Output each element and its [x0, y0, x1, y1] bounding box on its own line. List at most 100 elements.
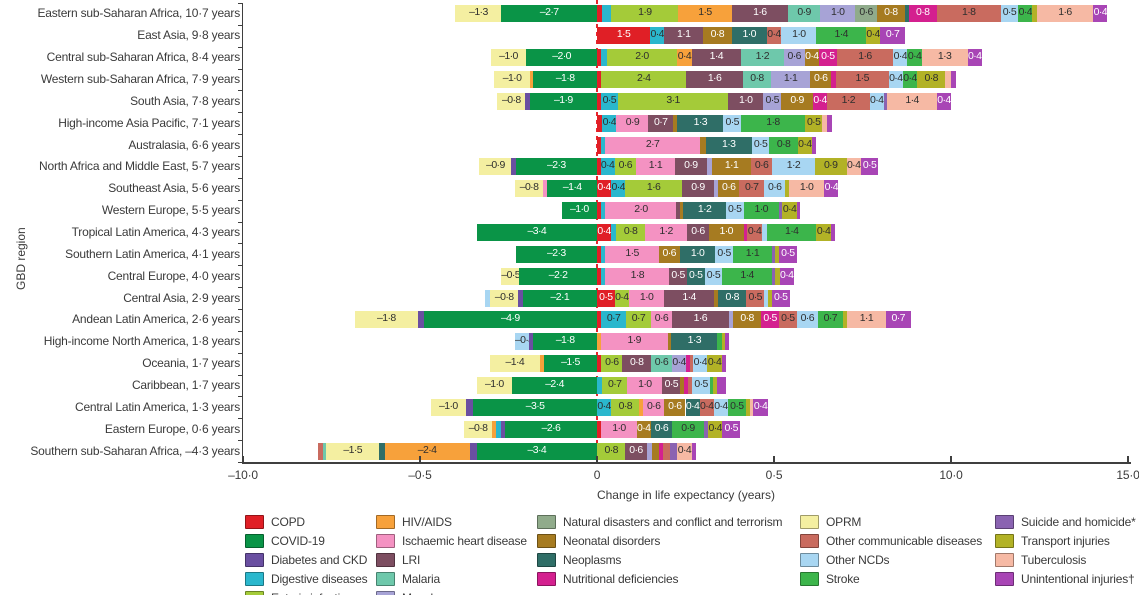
- bar-segment-ihd: 1·0: [627, 377, 663, 394]
- bar-value-label: 0·4: [937, 93, 951, 106]
- bar-value-label: 0·4: [903, 72, 917, 84]
- bar-segment-unintentional: [826, 114, 833, 132]
- bar-segment-transport: 0·9: [814, 158, 847, 176]
- bar-segment-copd: [597, 202, 602, 220]
- bar-segment-copd: 0·4: [597, 224, 612, 241]
- bar-value-label: 0·6: [654, 356, 669, 369]
- bar-segment-digestive: [601, 202, 606, 220]
- bar-value-label: 1·3: [693, 115, 708, 128]
- bar-value-label: 0·4: [597, 181, 611, 194]
- bar-value-label: 0·4: [824, 181, 839, 194]
- bar-segment-ihd: 1·5: [605, 245, 659, 263]
- bar-segment-lri: 0·6: [687, 224, 709, 241]
- bar-segment-diabetes: [469, 442, 477, 460]
- bar-segment-copd: [597, 49, 602, 67]
- bar-segment-lri: 1·6: [731, 5, 789, 23]
- bar-segment-nutritional: [686, 355, 690, 373]
- bar-segment-neonatal: 0·8: [876, 5, 905, 23]
- legend-label: Neoplasms: [563, 552, 622, 567]
- bar-value-label: 0·4: [782, 203, 797, 216]
- bar-value-label: –2·3: [546, 246, 566, 259]
- bar-value-label: 0·4: [747, 225, 762, 237]
- bar-segment-lri: 0·8: [622, 355, 651, 373]
- bar-segment-enteric: 0·7: [626, 311, 651, 329]
- bar-segment-neoplasms: 1·3: [671, 333, 718, 351]
- bar-segment-enteric: 0·8: [616, 224, 645, 241]
- bar-value-label: 0·5: [725, 115, 740, 128]
- bar-segment-enteric: 0·6: [601, 355, 623, 373]
- bar-segment-stroke: 0·4: [1018, 5, 1033, 23]
- bar-value-label: 1·2: [841, 93, 856, 106]
- bar-segment-stroke: 0·9: [672, 420, 704, 438]
- y-axis-tick: [237, 3, 242, 4]
- bar-segment-transport: [842, 311, 847, 329]
- bar-segment-covid: –3·5: [473, 398, 597, 416]
- bar-segment-stroke: 0·5: [727, 398, 746, 416]
- bar-segment-ihd: 1·2: [644, 224, 688, 241]
- bar-value-label: 1·2: [786, 159, 801, 172]
- bar-value-label: 0·8: [740, 312, 754, 325]
- y-axis-tick: [237, 287, 242, 289]
- bar-value-label: 1·8: [630, 268, 645, 281]
- bar-segment-unintentional: 0·4: [967, 49, 982, 67]
- bar-value-label: 0·6: [691, 225, 705, 237]
- legend-label: Measles: [402, 591, 445, 595]
- region-label: Caribbean, 1·7 years: [131, 378, 240, 392]
- x-tick-label: 15·0: [1116, 468, 1139, 482]
- y-axis-tick: [237, 418, 242, 420]
- bar-segment-suicide: [883, 92, 888, 110]
- legend-label: Other NCDs: [826, 552, 890, 567]
- bar-segment-digestive: [496, 420, 501, 438]
- legend-item-othercomm: Other communicable diseases: [800, 531, 982, 550]
- bar-value-label: 0·4: [637, 421, 651, 434]
- bar-value-label: 0·7: [607, 378, 622, 390]
- bar-value-label: –0·8: [468, 421, 488, 434]
- legend-swatch-copd: [245, 514, 264, 529]
- bar-value-label: 0·5: [763, 312, 777, 325]
- legend-item-neonatal: Neonatal disorders: [537, 531, 782, 550]
- bar-value-label: 1·2: [659, 225, 673, 237]
- bar-segment-lri: 0·7: [648, 114, 674, 132]
- y-axis-tick: [237, 309, 242, 310]
- bar-segment-copd: [597, 158, 601, 176]
- legend-item-suicide: Suicide and homicide*: [995, 512, 1136, 531]
- bar-value-label: 0·4: [869, 93, 884, 106]
- bar-segment-othercomm: [687, 377, 693, 394]
- legend-swatch-lri: [376, 552, 395, 567]
- legend-item-nutritional: Nutritional deficiencies: [537, 569, 782, 588]
- bar-segment-unintentional: [717, 377, 726, 394]
- bar-segment-ihd: 1·0: [628, 289, 665, 307]
- bar-segment-otherncds: [484, 289, 491, 307]
- bar-value-label: 0·5: [724, 421, 738, 434]
- legend-item-tb: Tuberculosis: [995, 550, 1136, 569]
- bar-segment-copd: [597, 114, 603, 132]
- bar-value-label: 0·8: [629, 356, 644, 369]
- y-axis-tick: [237, 396, 242, 398]
- bar-segment-unintentional: [811, 136, 817, 154]
- bar-value-label: –1·3: [469, 6, 488, 19]
- bar-segment-oprm: –1·8: [354, 311, 419, 329]
- bar-segment-suicide: [670, 442, 678, 460]
- y-axis-tick: [237, 374, 242, 376]
- bar-value-label: 0·8: [623, 225, 638, 237]
- bar-value-label: –2·4: [545, 378, 564, 390]
- region-label: Southern Latin America, 4·1 years: [65, 246, 240, 261]
- bar-segment-covid: –1·5: [543, 355, 597, 373]
- bar-value-label: –1·8: [555, 72, 575, 84]
- bar-segment-oprm: –1·4: [490, 355, 540, 373]
- bar-value-label: 1·8: [766, 115, 780, 128]
- bar-segment-unintentional: 0·4: [824, 180, 839, 198]
- bar-value-label: 1·1: [859, 312, 874, 325]
- bar-segment-stroke: 1·0: [743, 202, 779, 220]
- bar-segment-digestive: 0·4: [597, 398, 612, 416]
- bar-value-label: 0·4: [597, 399, 611, 412]
- bar-value-label: 0·7: [823, 312, 838, 325]
- bar-value-label: 1·4: [709, 50, 724, 63]
- bar-segment-nutritional: [684, 377, 688, 394]
- bar-value-label: 0·4: [866, 28, 880, 41]
- bar-segment-covid: –1·4: [547, 180, 597, 198]
- bar-segment-tb: 0·4: [846, 158, 861, 176]
- bar-segment-transport: [785, 180, 789, 198]
- bar-segment-enteric: 3·1: [618, 92, 728, 110]
- bar-segment-diabetes: [466, 398, 474, 416]
